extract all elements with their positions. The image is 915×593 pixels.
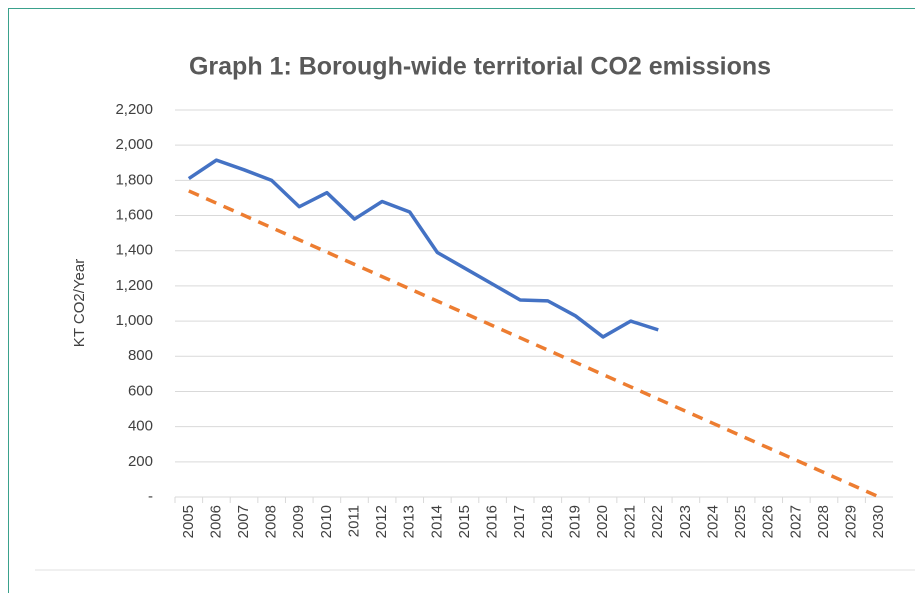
y-tick-label: 1,600 — [115, 207, 153, 224]
chart-title: Graph 1: Borough-wide territorial CO2 em… — [189, 53, 771, 81]
y-tick-label: 800 — [128, 347, 153, 364]
x-tick-label: 2020 — [594, 505, 611, 538]
x-tick-label: 2008 — [263, 505, 280, 538]
x-tick-label: 2014 — [428, 505, 445, 538]
x-tick-label: 2013 — [401, 505, 418, 538]
x-tick-label: 2011 — [345, 505, 362, 537]
y-tick-label: 1,800 — [115, 171, 153, 188]
x-tick-label: 2024 — [704, 505, 721, 538]
y-tick-label: 1,000 — [115, 312, 153, 329]
x-tick-label: 2015 — [456, 505, 473, 538]
x-tick-label: 2022 — [649, 505, 666, 538]
y-tick-label: 400 — [128, 418, 153, 435]
x-tick-label: 2016 — [484, 505, 501, 538]
y-tick-label: 1,400 — [115, 242, 153, 259]
series-line — [187, 158, 659, 339]
x-tick-label: 2026 — [760, 505, 777, 538]
y-tick-label: 200 — [128, 453, 153, 470]
y-tick-label: - — [148, 488, 153, 505]
x-tick-label: 2029 — [843, 505, 860, 538]
x-tick-label: 2027 — [787, 505, 804, 538]
x-tick-label: 2023 — [677, 505, 694, 538]
series-line — [188, 189, 880, 499]
y-tick-label: 2,200 — [115, 101, 153, 118]
frame — [8, 8, 915, 593]
y-tick-label: 1,200 — [115, 277, 153, 294]
x-tick-label: 2006 — [207, 505, 224, 538]
x-tick-label: 2010 — [318, 505, 335, 538]
x-tick-label: 2012 — [373, 505, 390, 538]
x-tick-label: 2005 — [180, 505, 197, 538]
y-axis-label: KT CO2/Year — [71, 259, 88, 347]
x-tick-label: 2028 — [815, 505, 832, 538]
x-tick-label: 2018 — [539, 505, 556, 538]
x-tick-label: 2025 — [732, 505, 749, 538]
x-tick-label: 2009 — [290, 505, 307, 538]
y-tick-label: 600 — [128, 382, 153, 399]
y-tick-label: 2,000 — [115, 136, 153, 153]
x-tick-label: 2007 — [235, 505, 252, 538]
x-tick-label: 2021 — [622, 505, 639, 538]
x-tick-label: 2019 — [566, 505, 583, 538]
x-tick-label: 2030 — [870, 505, 887, 538]
x-tick-label: 2017 — [511, 505, 528, 538]
